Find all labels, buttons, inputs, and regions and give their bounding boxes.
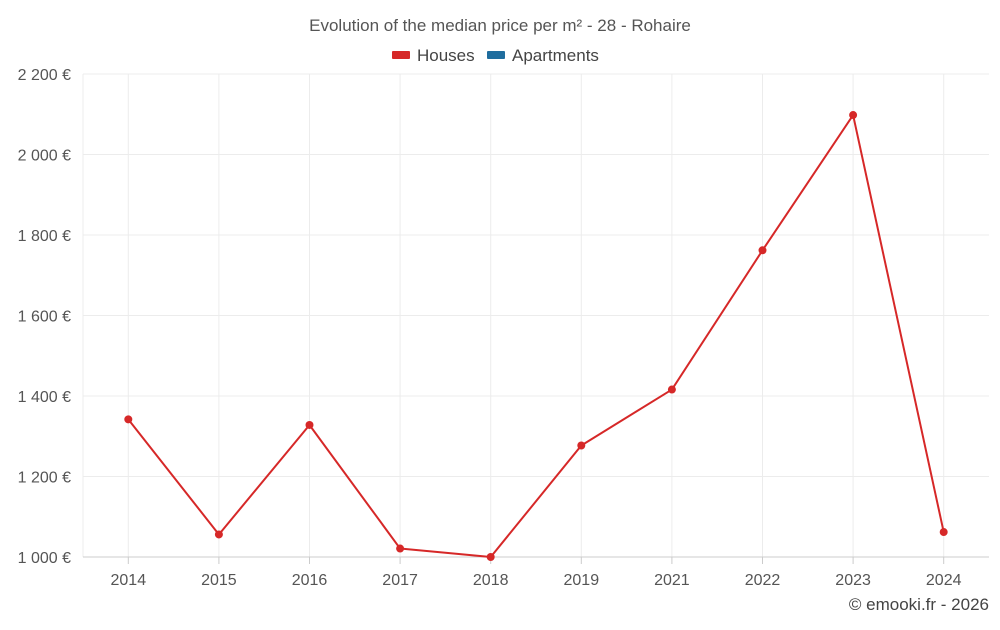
x-tick-label: 2014 [111, 572, 147, 589]
data-point-houses[interactable] [758, 246, 767, 255]
y-tick-label: 1 800 € [18, 228, 71, 245]
legend-item-apartments[interactable]: Apartments [487, 46, 599, 65]
x-tick-label: 2015 [201, 572, 237, 589]
legend-swatch-houses [392, 51, 410, 59]
gridlines [82, 73, 989, 557]
credit-text: © emooki.fr - 2026 [849, 595, 989, 614]
data-point-houses[interactable] [939, 528, 948, 537]
y-axis: 1 000 € 1 200 € 1 400 € 1 600 € 1 800 € 2 000… [18, 67, 71, 567]
data-point-houses[interactable] [849, 111, 858, 120]
y-tick-label: 2 000 € [18, 148, 71, 165]
y-tick-label: 1 400 € [18, 389, 71, 406]
y-tick-label: 2 200 € [18, 67, 71, 84]
x-axis: 2014 2015 2016 2017 2018 2019 2021 2022 2023 2024 [83, 556, 989, 589]
x-tick-label: 2018 [473, 572, 509, 589]
x-tick-label: 2024 [926, 572, 962, 589]
x-tick-label: 2019 [564, 572, 600, 589]
chart-title: Evolution of the median price per m² - 2… [309, 16, 691, 35]
legend-item-houses[interactable]: Houses [392, 46, 475, 65]
y-tick-label: 1 000 € [18, 550, 71, 567]
legend-label-houses: Houses [417, 46, 475, 65]
legend: Houses Apartments [392, 46, 599, 65]
data-point-houses[interactable] [486, 553, 495, 561]
x-tick-label: 2021 [654, 572, 690, 589]
data-point-houses[interactable] [124, 415, 133, 424]
legend-label-apartments: Apartments [512, 46, 599, 65]
x-tick-label: 2016 [292, 572, 328, 589]
data-point-houses[interactable] [214, 530, 223, 539]
series-line-houses [127, 114, 945, 558]
x-tick-label: 2022 [745, 572, 781, 589]
data-point-houses[interactable] [305, 420, 314, 429]
legend-swatch-apartments [487, 51, 505, 59]
data-point-houses[interactable] [577, 441, 586, 450]
data-point-houses[interactable] [396, 544, 405, 553]
y-tick-label: 1 200 € [18, 470, 71, 487]
series [124, 111, 948, 561]
y-tick-label: 1 600 € [18, 309, 71, 326]
x-tick-label: 2017 [382, 572, 418, 589]
data-point-houses[interactable] [667, 385, 676, 394]
x-tick-label: 2023 [835, 572, 871, 589]
